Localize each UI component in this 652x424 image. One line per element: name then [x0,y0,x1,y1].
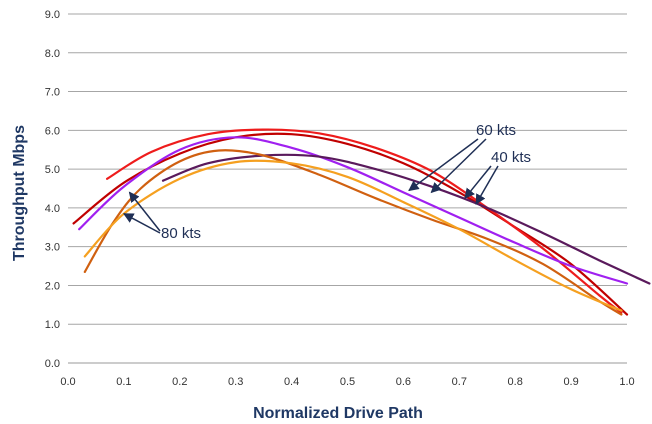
annotation-label: 40 kts [491,149,531,166]
gridlines [68,13,627,364]
y-tick-label: 6.0 [45,125,60,137]
x-axis-title: Normalized Drive Path [253,405,423,422]
x-tick-label: 1.0 [619,376,634,388]
series-line [83,149,623,316]
annotation-arrow [408,138,479,192]
y-tick-label: 3.0 [45,242,60,254]
annotation-label: 80 kts [161,225,201,242]
y-tick-label: 2.0 [45,280,60,292]
x-tick-label: 0.9 [563,376,578,388]
y-tick-label: 8.0 [45,48,60,60]
annotation-arrow [122,213,161,234]
series-line [78,136,629,285]
y-tick-label: 1.0 [45,319,60,331]
annotation-arrow [475,165,499,205]
x-tick-label: 0.6 [396,376,411,388]
y-axis-title: Throughput Mbps [11,125,28,261]
annotations: 60 kts 40 kts 80 kts [122,122,531,242]
series-line [72,132,629,316]
y-tick-label: 7.0 [45,87,60,99]
x-tick-label: 0.2 [172,376,187,388]
x-tick-label: 0.8 [508,376,523,388]
x-tick-label: 0.7 [452,376,467,388]
annotation-arrow [430,138,487,194]
annotation-arrow [128,191,161,232]
y-tick-labels: 0.0 1.0 2.0 3.0 4.0 5.0 6.0 7.0 8.0 9.0 [45,9,60,370]
annotation-label: 60 kts [476,122,516,139]
x-tick-label: 0.5 [340,376,355,388]
series-line [161,153,651,285]
x-tick-label: 0.0 [60,376,75,388]
series-line [83,159,623,312]
x-tick-label: 0.3 [228,376,243,388]
x-tick-labels: 0.0 0.1 0.2 0.3 0.4 0.5 0.6 0.7 0.8 0.9 1.0 [60,376,634,388]
y-tick-label: 9.0 [45,9,60,21]
y-tick-label: 5.0 [45,164,60,176]
series-line [106,128,623,314]
annotation-arrow [464,165,492,200]
x-tick-label: 0.1 [116,376,131,388]
y-tick-label: 0.0 [45,358,60,370]
series-lines [72,128,651,316]
y-tick-label: 4.0 [45,203,60,215]
x-tick-label: 0.4 [284,376,299,388]
